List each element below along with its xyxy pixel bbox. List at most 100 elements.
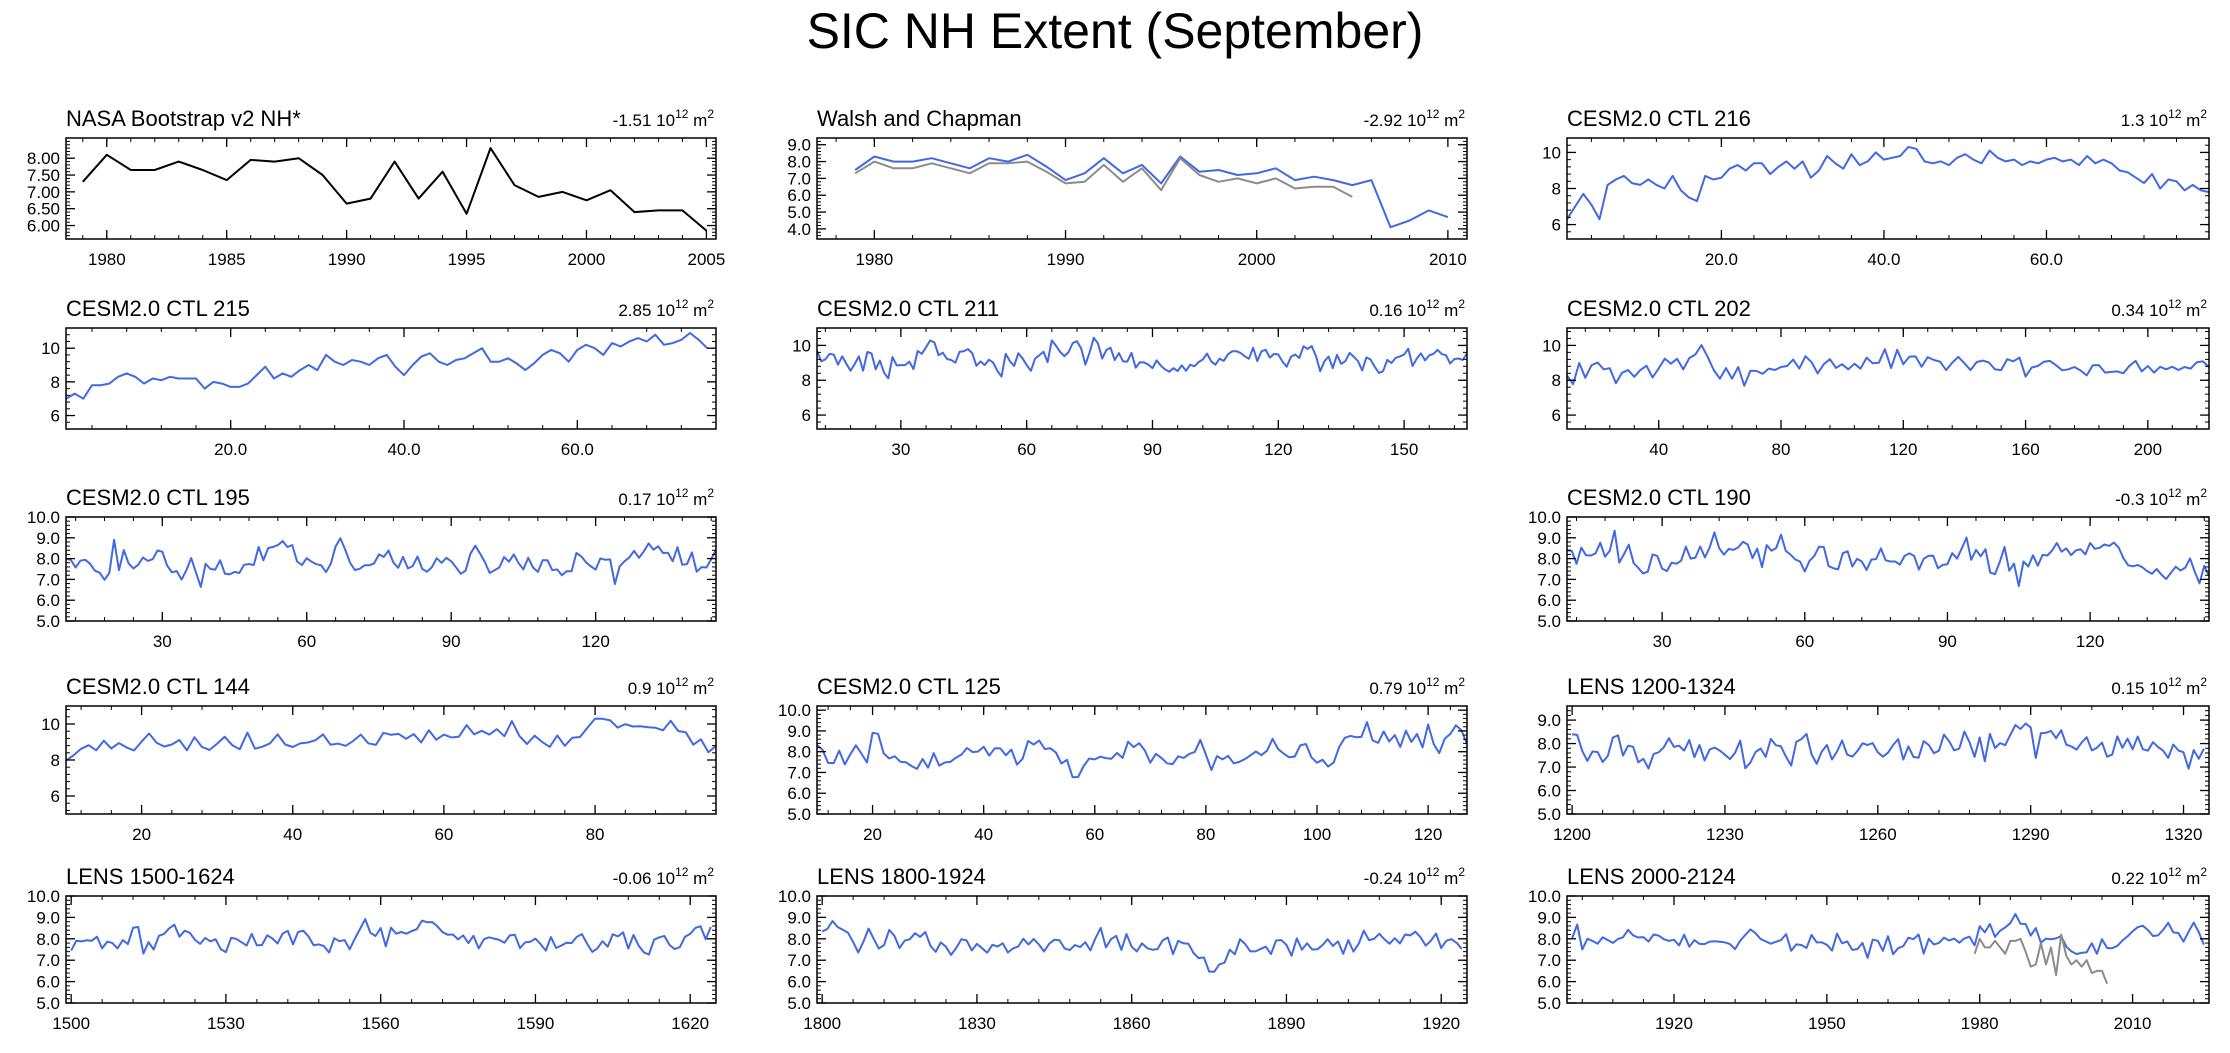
y-tick-label: 5.0 — [36, 994, 60, 1013]
x-tick-label: 120 — [1889, 440, 1917, 459]
x-tick-label: 1590 — [517, 1014, 555, 1033]
series-line-1 — [66, 537, 716, 588]
series-line-1 — [66, 717, 716, 762]
plot-frame — [1566, 895, 2210, 1004]
x-tick-label: 90 — [1143, 440, 1162, 459]
trend-unit-exponent: 2 — [2200, 675, 2207, 689]
trend-unit-exponent: 2 — [1458, 297, 1465, 311]
trend-unit: m — [2181, 679, 2200, 698]
panel-title: CESM2.0 CTL 190 — [1567, 485, 1751, 510]
y-tick-label: 6.0 — [36, 591, 60, 610]
x-tick-label: 30 — [891, 440, 910, 459]
panel-12: LENS 1500-1624 -0.06 1012 m2 1500 1530 1560 1… — [27, 864, 717, 1033]
x-tick-label: 1860 — [1113, 1014, 1151, 1033]
y-tick-label: 6.0 — [787, 186, 811, 205]
x-tick-label: 160 — [2011, 440, 2039, 459]
trend-exponent: 12 — [675, 297, 689, 311]
panel-title: Walsh and Chapman — [817, 106, 1022, 131]
trend-unit: m — [1439, 301, 1458, 320]
trend-exponent: 12 — [2168, 675, 2182, 689]
y-tick-label: 7.0 — [36, 570, 60, 589]
trend-unit-exponent: 2 — [1458, 865, 1465, 879]
panel-title: NASA Bootstrap v2 NH* — [66, 106, 301, 131]
trend-label: 0.9 1012 m2 — [628, 675, 715, 698]
y-tick-label: 6.0 — [1537, 973, 1561, 992]
trend-exponent: 12 — [675, 107, 689, 121]
x-tick-label: 120 — [581, 632, 609, 651]
x-tick-label: 60.0 — [561, 440, 594, 459]
x-tick-label: 1620 — [671, 1014, 709, 1033]
panel-11: LENS 1200-1324 0.15 1012 m2 1200 1230 1260 12… — [1537, 674, 2210, 844]
plot-frame — [65, 895, 717, 1004]
series-line-1 — [1571, 913, 2205, 959]
x-tick-label: 1980 — [855, 250, 893, 269]
x-tick-label: 20.0 — [214, 440, 247, 459]
y-tick-label: 7.0 — [36, 951, 60, 970]
y-tick-label: 7.0 — [1537, 758, 1561, 777]
x-tick-label: 1200 — [1553, 825, 1591, 844]
trend-label: -2.92 1012 m2 — [1364, 107, 1466, 130]
y-tick-label: 8.0 — [36, 930, 60, 949]
x-tick-label: 60 — [297, 632, 316, 651]
trend-unit: m — [2181, 111, 2200, 130]
trend-value: 0.16 10 — [1369, 301, 1426, 320]
series-line-1 — [1567, 529, 2209, 588]
trend-exponent: 12 — [2168, 486, 2182, 500]
y-tick-label: 7.0 — [787, 951, 811, 970]
panel-5: CESM2.0 CTL 211 0.16 1012 m2 30 60 90 120 150 6… — [792, 296, 1468, 459]
trend-unit: m — [2181, 490, 2200, 509]
trend-label: 0.79 1012 m2 — [1369, 675, 1465, 698]
trend-unit: m — [688, 679, 707, 698]
panel-title: LENS 1200-1324 — [1567, 674, 1736, 699]
trend-exponent: 12 — [1426, 675, 1440, 689]
trend-label: -0.24 1012 m2 — [1364, 865, 1466, 888]
x-tick-label: 60 — [1795, 632, 1814, 651]
panel-6: CESM2.0 CTL 202 0.34 1012 m2 40 80 120 160 200… — [1542, 296, 2210, 459]
x-tick-label: 40 — [283, 825, 302, 844]
trend-exponent: 12 — [1426, 297, 1440, 311]
x-tick-label: 1890 — [1268, 1014, 1306, 1033]
x-tick-label: 200 — [2134, 440, 2162, 459]
x-tick-label: 40.0 — [387, 440, 420, 459]
series-line-1 — [821, 920, 1463, 973]
trend-exponent: 12 — [675, 865, 689, 879]
x-tick-label: 80 — [586, 825, 605, 844]
y-tick-label: 7.0 — [787, 169, 811, 188]
y-tick-label: 10.0 — [27, 887, 60, 906]
x-tick-label: 2000 — [568, 250, 606, 269]
panel-10: CESM2.0 CTL 125 0.79 1012 m2 20 40 60 80 100 12… — [778, 674, 1468, 844]
panel-title: CESM2.0 CTL 202 — [1567, 296, 1751, 321]
y-tick-label: 8.0 — [36, 550, 60, 569]
y-tick-label: 9.0 — [1537, 908, 1561, 927]
y-tick-label: 4.0 — [787, 220, 811, 239]
x-tick-label: 1990 — [1047, 250, 1085, 269]
y-tick-label: 9.0 — [36, 908, 60, 927]
trend-exponent: 12 — [1426, 107, 1440, 121]
trend-value: -1.51 10 — [613, 111, 675, 130]
x-tick-label: 90 — [1938, 632, 1957, 651]
x-tick-label: 1995 — [448, 250, 486, 269]
plot-frame — [816, 895, 1468, 1004]
x-tick-label: 1990 — [328, 250, 366, 269]
trend-label: 0.15 1012 m2 — [2111, 675, 2207, 698]
y-tick-label: 6 — [51, 787, 60, 806]
trend-value: -0.06 10 — [613, 869, 675, 888]
x-tick-label: 20 — [863, 825, 882, 844]
panel-4: CESM2.0 CTL 215 2.85 1012 m2 20.0 40.0 60.0 6… — [41, 296, 717, 459]
trend-unit: m — [2181, 869, 2200, 888]
trend-label: -1.51 1012 m2 — [613, 107, 715, 130]
panel-title: CESM2.0 CTL 125 — [817, 674, 1001, 699]
panel-title: LENS 1500-1624 — [66, 864, 235, 889]
trend-label: 0.34 1012 m2 — [2111, 297, 2207, 320]
x-tick-label: 20.0 — [1705, 250, 1738, 269]
x-tick-label: 2010 — [2114, 1014, 2152, 1033]
y-tick-label: 8.0 — [1537, 550, 1561, 569]
trend-unit: m — [688, 301, 707, 320]
x-tick-label: 1260 — [1859, 825, 1897, 844]
figure-title: SIC NH Extent (September) — [806, 3, 1424, 59]
trend-unit-exponent: 2 — [707, 107, 714, 121]
x-tick-label: 120 — [1264, 440, 1292, 459]
y-tick-label: 5.0 — [1537, 994, 1561, 1013]
trend-value: 0.9 10 — [628, 679, 675, 698]
plot-frame — [816, 705, 1468, 815]
